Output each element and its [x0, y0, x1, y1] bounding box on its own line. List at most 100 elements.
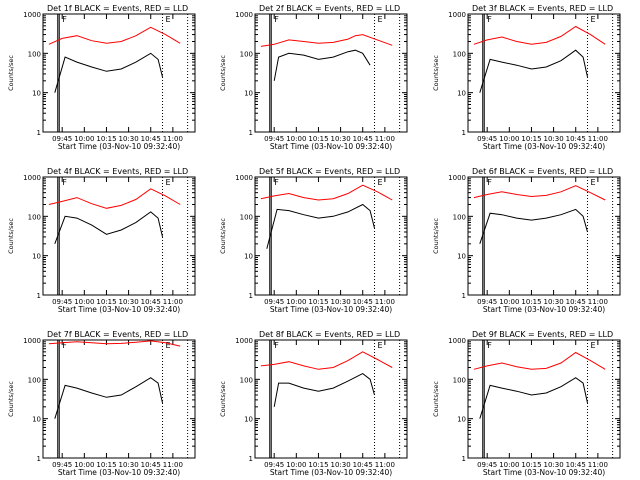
y-tick-label: 1000: [235, 337, 253, 345]
x-tick-label: 10:00: [499, 461, 519, 469]
plot-frame: [254, 13, 408, 133]
marker-label-e: E: [166, 15, 171, 24]
x-tick-label: 10:15: [96, 135, 116, 143]
y-tick-label: 1000: [23, 174, 41, 182]
lld-series-line: [260, 351, 393, 370]
x-tick-label: 09:45: [477, 461, 497, 469]
x-tick-label: 11:00: [375, 298, 395, 306]
x-axis-label: Start Time (03-Nov-10 09:32:40): [270, 142, 392, 151]
y-tick-label: 1: [249, 292, 253, 300]
x-axis-label: Start Time (03-Nov-10 09:32:40): [270, 468, 392, 477]
y-tick-label: 1: [462, 455, 466, 463]
marker-label-f: F: [487, 15, 492, 24]
marker-label-e: E: [591, 178, 596, 187]
x-tick-label: 10:15: [521, 135, 541, 143]
events-series-line: [273, 373, 375, 407]
chart-title: Det 7f BLACK = Events, RED = LLD: [47, 330, 188, 339]
x-tick-label: 10:30: [118, 461, 138, 469]
chart-title: Det 4f BLACK = Events, RED = LLD: [47, 167, 188, 176]
x-axis-label: Start Time (03-Nov-10 09:32:40): [270, 305, 392, 314]
x-tick-label: 10:30: [543, 135, 563, 143]
x-tick-label: 10:15: [521, 461, 541, 469]
y-tick-label: 1000: [448, 174, 466, 182]
y-tick-label: 10: [457, 416, 466, 424]
x-tick-label: 10:45: [141, 461, 161, 469]
events-series-line: [54, 211, 163, 244]
chart-panel-1: Det 1f BLACK = Events, RED = LLD 1 10 100 10…: [7, 4, 196, 151]
chart-panel-3: Det 3f BLACK = Events, RED = LLD 1 10 100 10…: [432, 4, 621, 151]
y-tick-label: 1: [249, 455, 253, 463]
chart-panel-4: Det 4f BLACK = Events, RED = LLD 1 10 100 10…: [7, 167, 196, 314]
events-series-line: [54, 52, 163, 93]
y-tick-label: 100: [28, 50, 41, 58]
x-tick-label: 09:45: [52, 298, 72, 306]
y-axis-label: Counts/sec: [432, 381, 440, 417]
y-tick-label: 100: [240, 213, 253, 221]
y-tick-label: 10: [244, 90, 253, 98]
marker-label-e: E: [378, 178, 383, 187]
y-axis-label: Counts/sec: [219, 55, 227, 91]
x-axis-label: Start Time (03-Nov-10 09:32:40): [58, 142, 180, 151]
chart-panel-8: Det 8f BLACK = Events, RED = LLD 1 10 100 10…: [219, 330, 408, 477]
x-tick-label: 11:00: [163, 135, 183, 143]
y-tick-label: 10: [457, 90, 466, 98]
marker-label-e: E: [591, 15, 596, 24]
x-tick-label: 10:00: [286, 298, 306, 306]
y-tick-label: 100: [240, 376, 253, 384]
y-tick-label: 100: [28, 213, 41, 221]
x-tick-label: 09:45: [264, 135, 284, 143]
events-series-line: [479, 377, 588, 419]
x-tick-label: 09:45: [264, 298, 284, 306]
y-tick-label: 1000: [448, 11, 466, 19]
x-tick-label: 10:00: [499, 135, 519, 143]
marker-label-f: F: [62, 178, 67, 187]
marker-label-e: E: [166, 341, 171, 350]
marker-label-f: F: [274, 178, 279, 187]
x-tick-label: 10:30: [118, 298, 138, 306]
x-axis-label: Start Time (03-Nov-10 09:32:40): [483, 142, 605, 151]
chart-panel-6: Det 6f BLACK = Events, RED = LLD 1 10 100 10…: [432, 167, 621, 314]
lld-series-line: [473, 185, 606, 201]
events-series-line: [479, 208, 588, 244]
x-tick-label: 11:00: [375, 461, 395, 469]
x-tick-label: 10:15: [308, 461, 328, 469]
chart-panel-5: Det 5f BLACK = Events, RED = LLD 1 10 100 10…: [219, 167, 408, 314]
lld-series-line: [48, 340, 181, 347]
y-axis-label: Counts/sec: [219, 218, 227, 254]
y-axis-label: Counts/sec: [219, 381, 227, 417]
panels-grid: Det 1f BLACK = Events, RED = LLD11010010…: [7, 4, 621, 477]
plot-frame: [254, 339, 408, 459]
y-tick-label: 1: [462, 129, 466, 137]
x-tick-label: 10:00: [74, 135, 94, 143]
chart-title: Det 5f BLACK = Events, RED = LLD: [259, 167, 400, 176]
y-tick-label: 1000: [23, 11, 41, 19]
x-tick-label: 11:00: [588, 298, 608, 306]
x-tick-label: 10:00: [74, 461, 94, 469]
y-tick-label: 100: [453, 50, 466, 58]
x-tick-label: 10:15: [308, 135, 328, 143]
x-tick-label: 09:45: [52, 135, 72, 143]
chart-title: Det 6f BLACK = Events, RED = LLD: [472, 167, 613, 176]
events-series-line: [266, 203, 375, 249]
x-tick-label: 09:45: [52, 461, 72, 469]
lld-series-line: [48, 26, 181, 45]
x-tick-label: 11:00: [588, 135, 608, 143]
x-axis-label: Start Time (03-Nov-10 09:32:40): [58, 305, 180, 314]
x-tick-label: 10:45: [566, 461, 586, 469]
x-tick-label: 09:45: [264, 461, 284, 469]
x-tick-label: 11:00: [163, 298, 183, 306]
x-tick-label: 11:00: [588, 461, 608, 469]
x-tick-label: 10:45: [353, 135, 373, 143]
y-tick-label: 10: [32, 253, 41, 261]
x-tick-label: 11:00: [163, 461, 183, 469]
x-tick-label: 10:45: [141, 135, 161, 143]
y-tick-label: 1000: [235, 174, 253, 182]
x-tick-label: 10:00: [499, 298, 519, 306]
x-axis-label: Start Time (03-Nov-10 09:32:40): [58, 468, 180, 477]
marker-label-f: F: [487, 178, 492, 187]
x-tick-label: 10:00: [286, 461, 306, 469]
y-tick-label: 1: [37, 455, 41, 463]
plot-frame: [42, 339, 196, 459]
marker-label-e: E: [591, 341, 596, 350]
